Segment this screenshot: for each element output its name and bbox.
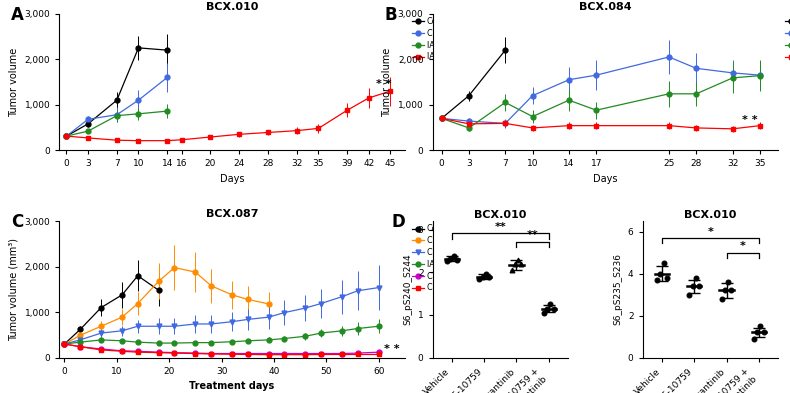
Y-axis label: Tumor volume: Tumor volume xyxy=(382,48,392,117)
Text: *: * xyxy=(707,227,713,237)
Text: **: ** xyxy=(495,222,506,232)
X-axis label: Treatment days: Treatment days xyxy=(190,381,275,391)
Text: *: * xyxy=(739,241,746,251)
Title: BCX.087: BCX.087 xyxy=(206,209,258,219)
Text: D: D xyxy=(392,213,405,231)
Text: A: A xyxy=(11,6,24,24)
Y-axis label: Tumor volume: Tumor volume xyxy=(9,48,19,117)
Title: BCX.010: BCX.010 xyxy=(474,210,526,220)
Legend: Control, Cabozantinib (20 mg/kg qd), IACS10759 (5 mg/kg 5/2), IACS10759 + Caboza: Control, Cabozantinib (20 mg/kg qd), IAC… xyxy=(408,14,543,65)
X-axis label: Days: Days xyxy=(593,174,618,184)
Y-axis label: S6_pS240_S244: S6_pS240_S244 xyxy=(403,253,412,325)
Y-axis label: Tumor volume (mm³): Tumor volume (mm³) xyxy=(9,238,19,341)
Y-axis label: S6_pS235_S236: S6_pS235_S236 xyxy=(613,253,623,325)
Legend: Control, Cabozantinib (5 mg/kg qd), Cabozantinib (20 mg/kg qd), IACS-10759 (5 mg: Control, Cabozantinib (5 mg/kg qd), Cabo… xyxy=(408,221,543,296)
Text: **: ** xyxy=(527,230,539,240)
Title: BCX.010: BCX.010 xyxy=(206,2,258,11)
Text: C: C xyxy=(11,213,23,231)
Text: * *: * * xyxy=(376,79,392,89)
X-axis label: Days: Days xyxy=(220,174,244,184)
Text: B: B xyxy=(384,6,397,24)
Legend: Control, Cabozantinib (20 mg/kg qd), IACS10759 (5 mg/kg 5/2), IACS10759 + Caboza: Control, Cabozantinib (20 mg/kg qd), IAC… xyxy=(781,14,790,65)
Title: BCX.084: BCX.084 xyxy=(579,2,632,11)
Title: BCX.010: BCX.010 xyxy=(684,210,736,220)
Text: * *: * * xyxy=(742,115,758,125)
Text: * *: * * xyxy=(384,344,400,354)
